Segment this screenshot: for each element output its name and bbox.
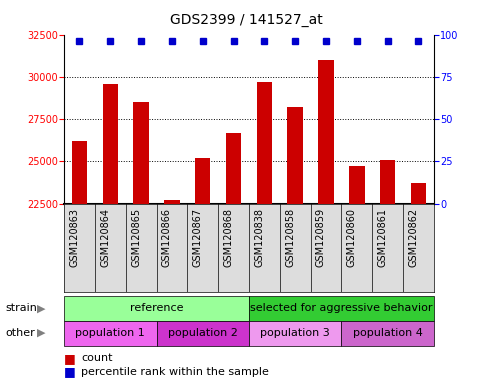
Text: percentile rank within the sample: percentile rank within the sample [81, 367, 269, 377]
Bar [249, 321, 341, 346]
Text: population 4: population 4 [352, 328, 423, 338]
Bar [103, 84, 118, 384]
Bar [287, 107, 303, 384]
Bar [72, 141, 87, 384]
Bar [349, 166, 364, 384]
Bar [164, 200, 179, 384]
Text: population 1: population 1 [75, 328, 145, 338]
Text: population 3: population 3 [260, 328, 330, 338]
Bar [64, 296, 249, 321]
Text: other: other [5, 328, 35, 338]
Text: ■: ■ [64, 352, 76, 365]
Text: strain: strain [5, 303, 37, 313]
Bar [341, 321, 434, 346]
Bar [64, 321, 157, 346]
Text: GSM120863: GSM120863 [70, 208, 79, 267]
Text: count: count [81, 353, 113, 363]
Text: GSM120858: GSM120858 [285, 208, 295, 267]
Bar [226, 132, 241, 384]
Text: population 2: population 2 [168, 328, 238, 338]
Text: ■: ■ [64, 365, 76, 378]
Text: GSM120862: GSM120862 [408, 208, 419, 267]
Text: GSM120860: GSM120860 [347, 208, 357, 267]
Text: selected for aggressive behavior: selected for aggressive behavior [250, 303, 433, 313]
Bar [411, 183, 426, 384]
Text: GSM120868: GSM120868 [223, 208, 234, 267]
Bar [249, 296, 434, 321]
Text: GSM120838: GSM120838 [254, 208, 264, 267]
Text: GSM120867: GSM120867 [193, 208, 203, 267]
Text: GDS2399 / 141527_at: GDS2399 / 141527_at [170, 13, 323, 27]
Text: reference: reference [130, 303, 183, 313]
Text: GSM120861: GSM120861 [378, 208, 387, 267]
Bar [195, 158, 211, 384]
Bar [157, 321, 249, 346]
Bar [380, 160, 395, 384]
Bar [318, 60, 334, 384]
Text: GSM120865: GSM120865 [131, 208, 141, 267]
Text: GSM120859: GSM120859 [316, 208, 326, 267]
Text: GSM120866: GSM120866 [162, 208, 172, 267]
Bar [134, 102, 149, 384]
Text: GSM120864: GSM120864 [100, 208, 110, 267]
Text: ▶: ▶ [36, 328, 45, 338]
Bar [257, 82, 272, 384]
Text: ▶: ▶ [36, 303, 45, 313]
